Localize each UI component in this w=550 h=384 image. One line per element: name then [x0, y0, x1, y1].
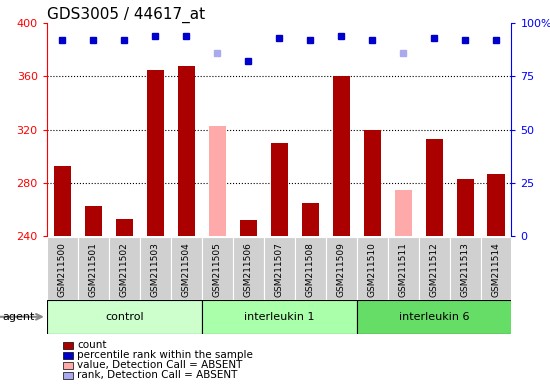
Bar: [394, 190, 411, 236]
Bar: [419, 237, 449, 300]
Text: control: control: [105, 312, 144, 322]
Bar: [426, 139, 443, 236]
Bar: [356, 237, 388, 300]
Text: GSM211507: GSM211507: [274, 242, 284, 297]
Bar: [456, 179, 474, 236]
Bar: [263, 237, 295, 300]
Text: interleukin 6: interleukin 6: [399, 312, 469, 322]
Bar: [449, 237, 481, 300]
Text: GSM211511: GSM211511: [399, 242, 408, 297]
Bar: [487, 174, 504, 236]
Bar: [116, 219, 133, 236]
Text: GSM211504: GSM211504: [182, 242, 191, 297]
Text: GSM211506: GSM211506: [244, 242, 252, 297]
Bar: [326, 237, 356, 300]
Bar: [388, 237, 419, 300]
Text: GSM211503: GSM211503: [151, 242, 160, 297]
Bar: [54, 166, 71, 236]
Bar: [85, 205, 102, 236]
Text: count: count: [77, 340, 107, 350]
Bar: [178, 66, 195, 236]
Text: GDS3005 / 44617_at: GDS3005 / 44617_at: [47, 7, 205, 23]
Bar: [147, 70, 164, 236]
Bar: [208, 126, 225, 236]
Text: value, Detection Call = ABSENT: value, Detection Call = ABSENT: [77, 360, 243, 370]
Bar: [47, 237, 78, 300]
Text: GSM211508: GSM211508: [306, 242, 315, 297]
Text: GSM211505: GSM211505: [213, 242, 222, 297]
Text: agent: agent: [3, 312, 35, 322]
Bar: [78, 237, 109, 300]
Bar: [140, 237, 170, 300]
Text: GSM211510: GSM211510: [367, 242, 377, 297]
Text: percentile rank within the sample: percentile rank within the sample: [77, 350, 253, 360]
Bar: [202, 300, 356, 334]
Bar: [364, 129, 381, 236]
Bar: [202, 237, 233, 300]
Bar: [333, 76, 350, 236]
Text: GSM211512: GSM211512: [430, 242, 438, 297]
Text: GSM211513: GSM211513: [460, 242, 470, 297]
Text: GSM211502: GSM211502: [120, 242, 129, 297]
Bar: [47, 300, 202, 334]
Bar: [295, 237, 326, 300]
Text: interleukin 1: interleukin 1: [244, 312, 315, 322]
Bar: [233, 237, 263, 300]
Text: GSM211509: GSM211509: [337, 242, 345, 297]
Bar: [240, 220, 257, 236]
Bar: [109, 237, 140, 300]
Text: rank, Detection Call = ABSENT: rank, Detection Call = ABSENT: [77, 370, 238, 380]
Bar: [481, 237, 512, 300]
Text: GSM211500: GSM211500: [58, 242, 67, 297]
Bar: [271, 143, 288, 236]
Bar: [170, 237, 202, 300]
Bar: [301, 203, 318, 236]
Text: GSM211514: GSM211514: [492, 242, 500, 297]
Text: GSM211501: GSM211501: [89, 242, 98, 297]
Bar: [356, 300, 512, 334]
